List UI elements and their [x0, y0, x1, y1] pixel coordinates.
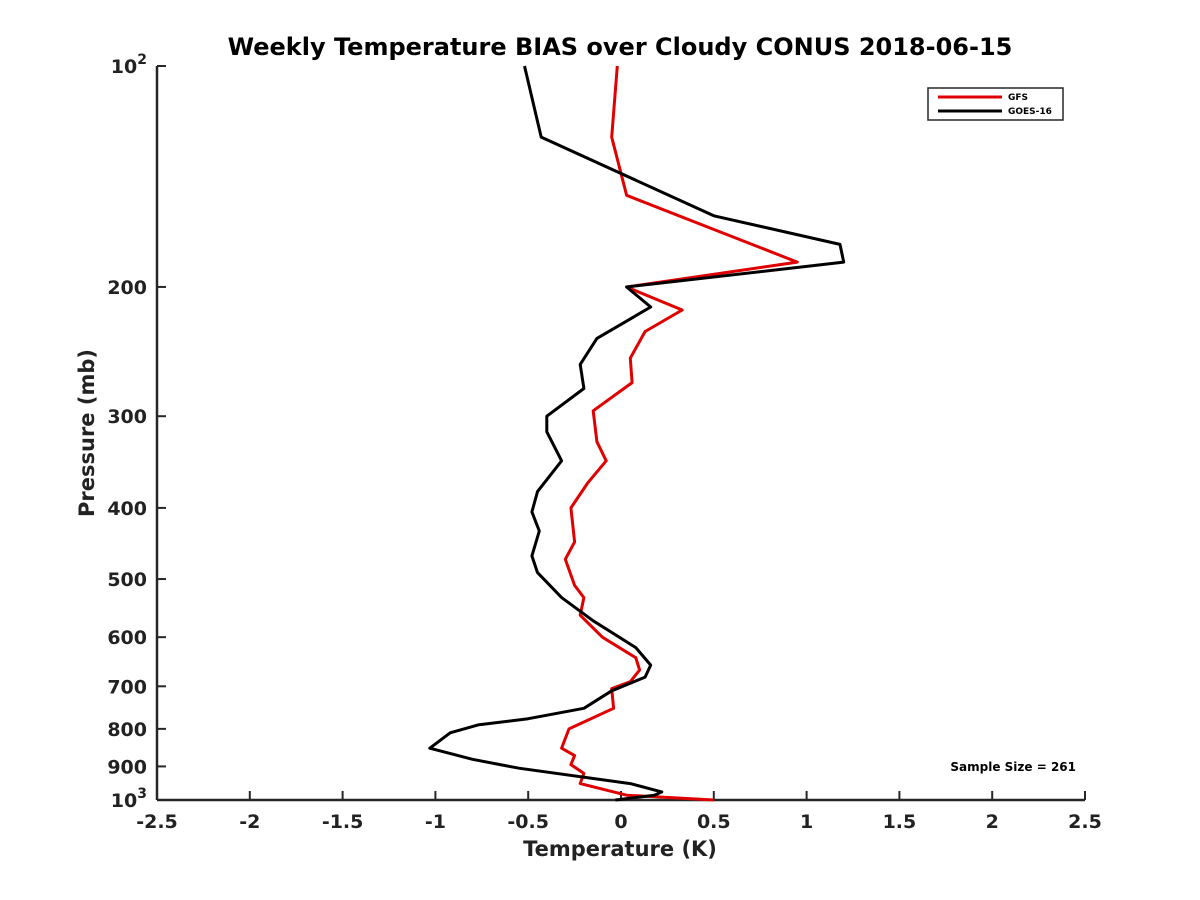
y-tick-label: 103	[111, 786, 147, 812]
x-tick-label: -0.5	[507, 811, 549, 833]
y-tick-label: 700	[107, 676, 147, 698]
series-line-gfs	[560, 65, 799, 802]
x-tick-label: -2.5	[136, 811, 178, 833]
y-tick-label: 500	[107, 569, 147, 591]
y-tick-label: 200	[107, 277, 147, 299]
x-axis-label: Temperature (K)	[523, 837, 717, 861]
series-layer	[428, 65, 846, 802]
chart-title: Weekly Temperature BIAS over Cloudy CONU…	[228, 33, 1013, 61]
y-axis-label: Pressure (mb)	[75, 349, 99, 517]
y-tick-label: 600	[107, 627, 147, 649]
x-tick-label: -1	[425, 811, 446, 833]
x-tick-label: 2	[986, 811, 999, 833]
x-tick-label: 1.5	[883, 811, 917, 833]
x-tick-label: -2	[239, 811, 260, 833]
y-tick-label: 800	[107, 719, 147, 741]
legend-label: GFS	[1008, 93, 1028, 103]
x-tick-label: 0	[614, 811, 627, 833]
x-tick-label: -1.5	[322, 811, 364, 833]
y-tick-label: 900	[107, 756, 147, 778]
sample-size-annotation: Sample Size = 261	[950, 760, 1076, 774]
legend: GFS GOES-16	[927, 87, 1064, 121]
x-tick-label: 2.5	[1068, 811, 1102, 833]
axes: -2.5 -2 -1.5 -1 -0.5 0 0.5 1 1.5 2 2.5 102 200 300 400…	[107, 52, 1102, 833]
y-tick-label: 300	[107, 406, 147, 428]
x-tick-label: 1	[800, 811, 813, 833]
x-tick-label: 0.5	[697, 811, 731, 833]
y-tick-label: 400	[107, 498, 147, 520]
legend-label: GOES-16	[1008, 107, 1052, 117]
series-line-goes-16	[428, 65, 846, 802]
legend-box	[927, 87, 1064, 121]
y-tick-label: 102	[111, 52, 147, 78]
